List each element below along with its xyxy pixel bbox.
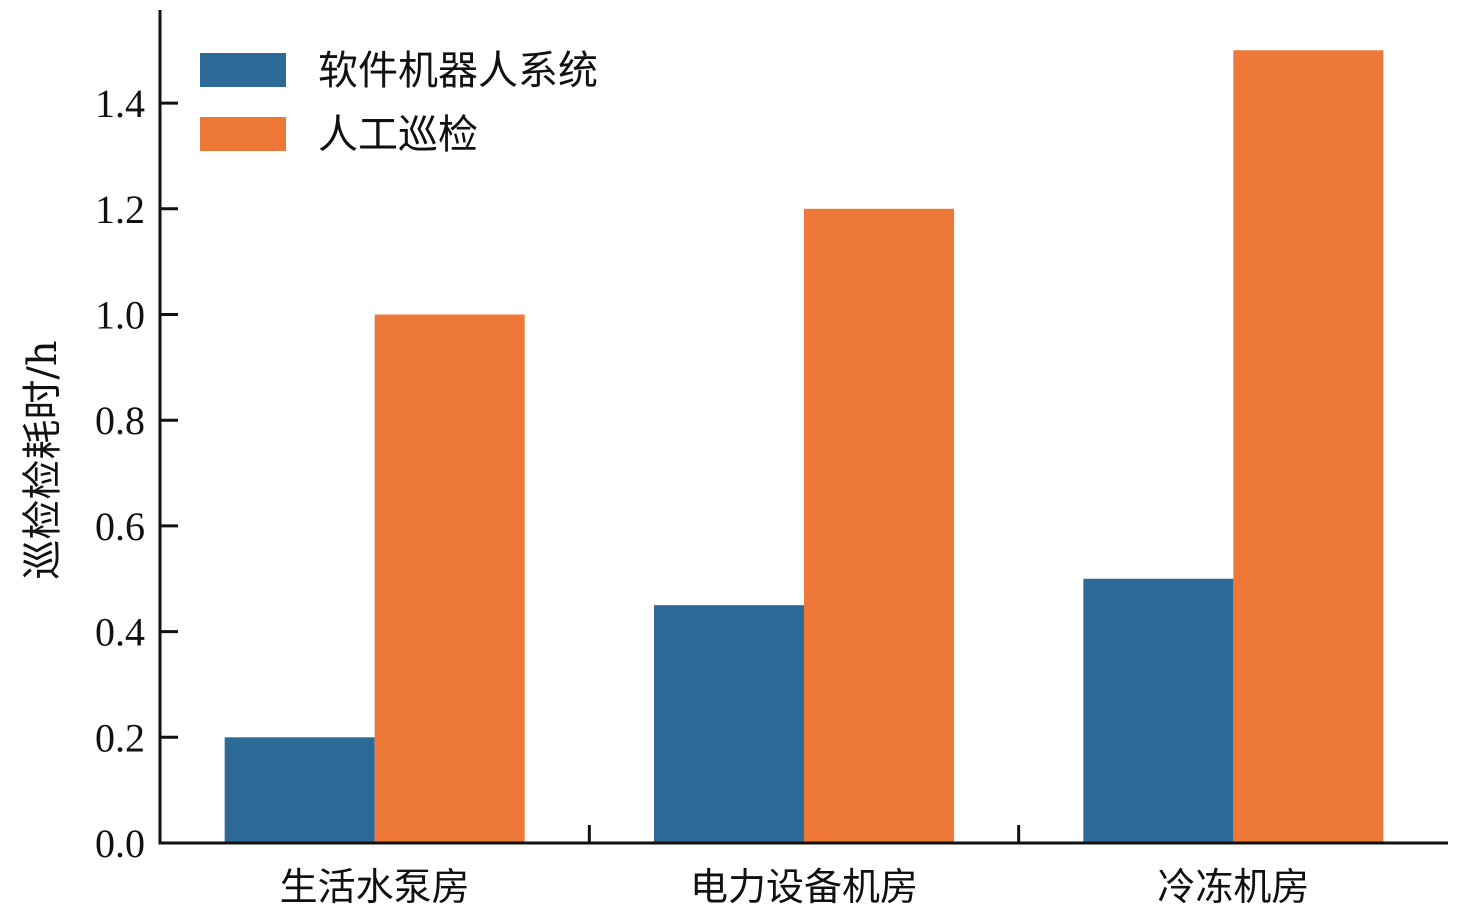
bars-group bbox=[224, 50, 1384, 844]
legend-label: 软件机器人系统 bbox=[318, 48, 598, 94]
legend-label: 人工巡检 bbox=[318, 112, 478, 158]
y-tick-label: 1.0 bbox=[95, 293, 145, 338]
bar-manual-0 bbox=[374, 314, 525, 843]
bar-manual-1 bbox=[804, 208, 954, 844]
y-tick-label: 0.4 bbox=[95, 610, 145, 655]
axes-group bbox=[158, 10, 1448, 845]
legend-swatch bbox=[200, 53, 286, 87]
y-tick-label: 0.0 bbox=[95, 821, 145, 866]
y-axis-label: 巡检检耗时/h bbox=[20, 340, 66, 579]
y-tick-label: 0.2 bbox=[95, 715, 145, 760]
bar-manual-2 bbox=[1233, 50, 1384, 843]
bar-robot-2 bbox=[1083, 578, 1234, 843]
x-tick-label: 生活水泵房 bbox=[280, 865, 470, 909]
y-tick-label: 0.6 bbox=[95, 504, 145, 549]
x-tick-label: 冷冻机房 bbox=[1157, 865, 1309, 909]
bar-robot-0 bbox=[224, 737, 375, 843]
x-tick-label: 电力设备机房 bbox=[690, 865, 918, 909]
y-tick-label: 1.4 bbox=[95, 81, 145, 126]
bar-robot-1 bbox=[654, 605, 804, 843]
y-tick-label: 1.2 bbox=[95, 187, 145, 232]
y-ticks-group: 0.0 0.2 0.4 0.6 0.8 1.0 1.2 1.4 bbox=[95, 81, 178, 866]
x-ticks-group: 生活水泵房 电力设备机房 冷冻机房 bbox=[280, 825, 1309, 909]
y-tick-label: 0.8 bbox=[95, 398, 145, 443]
legend-swatch bbox=[200, 117, 286, 151]
